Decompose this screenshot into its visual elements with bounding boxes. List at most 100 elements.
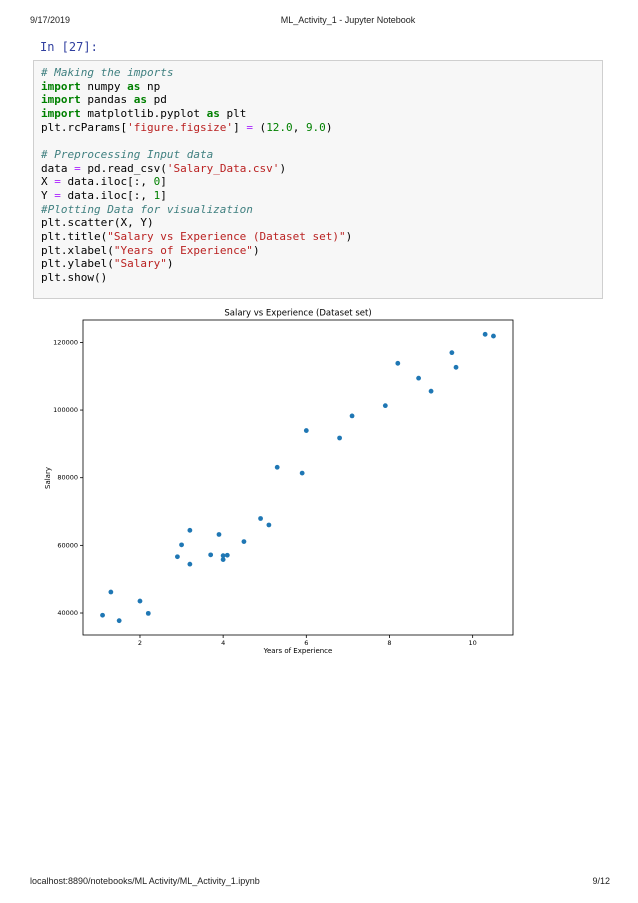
- x-tick-label: 2: [138, 639, 142, 647]
- y-axis-label: Salary: [44, 467, 52, 489]
- y-tick-label: 100000: [53, 406, 78, 414]
- code-token: plt.xlabel(: [41, 243, 114, 257]
- point: [382, 403, 388, 409]
- point: [299, 470, 305, 476]
- point: [220, 557, 226, 562]
- point: [187, 561, 193, 567]
- code-token: data.iloc[:,: [60, 188, 154, 202]
- point: [482, 331, 488, 337]
- point: [337, 435, 342, 441]
- code-token: as: [127, 79, 141, 93]
- code-token: pd.read_csv(: [80, 161, 167, 175]
- code-token: as: [206, 106, 220, 120]
- code-token: =: [54, 175, 61, 189]
- point: [145, 610, 151, 616]
- code-token: as: [133, 93, 147, 107]
- code: # Making the imports import numpy as np im…: [41, 66, 352, 285]
- code-token: ): [325, 120, 333, 134]
- point: [179, 542, 184, 548]
- point: [116, 618, 122, 624]
- point: [453, 364, 459, 370]
- x-tick-label: 8: [387, 639, 391, 647]
- page-number: 9/12: [592, 876, 610, 886]
- code-line: plt.scatter(X, Y): [41, 216, 352, 230]
- code-token: ,: [292, 120, 306, 134]
- code-token: # Preprocessing Input data: [41, 147, 214, 161]
- point: [395, 360, 401, 366]
- point: [108, 589, 114, 595]
- code-token: import: [41, 106, 81, 120]
- code-token: 12.0: [266, 120, 293, 134]
- code-line: plt.rcParams['figure.figsize'] = (12.0, …: [41, 121, 352, 135]
- code-token: 9.0: [305, 120, 326, 134]
- code-token: "Salary vs Experience (Dataset set)": [107, 229, 346, 243]
- code-line: Y = data.iloc[:, 1]: [41, 189, 352, 203]
- point: [349, 413, 355, 419]
- code-token: 0: [153, 175, 161, 189]
- code-token: 1: [153, 188, 161, 202]
- point: [428, 388, 434, 394]
- point: [416, 375, 421, 381]
- point: [449, 350, 455, 356]
- axes-frame: [82, 319, 514, 636]
- code-token: data.iloc[:,: [60, 175, 154, 189]
- code-token: 'figure.figsize': [127, 120, 234, 134]
- code-token: ): [279, 161, 287, 175]
- code-token: pd: [146, 93, 167, 107]
- code-token: #Plotting Data for visualization: [41, 202, 253, 216]
- code-line: plt.title("Salary vs Experience (Dataset…: [41, 230, 352, 244]
- code-line: import numpy as np: [41, 80, 352, 94]
- code-token: # Making the imports: [41, 66, 174, 79]
- point: [187, 527, 193, 533]
- y-tick-label: 40000: [57, 609, 78, 617]
- code-token: plt: [219, 106, 247, 120]
- code-token: =: [246, 120, 253, 134]
- point: [266, 522, 272, 528]
- print-title: ML_Activity_1 - Jupyter Notebook: [280, 15, 416, 25]
- code-token: np: [140, 79, 161, 93]
- code-token: ): [345, 229, 353, 243]
- code-line: plt.ylabel("Salary"): [41, 257, 352, 271]
- code-line: # Making the imports: [41, 66, 352, 80]
- code-token: matplotlib.pyplot: [80, 106, 207, 120]
- point: [224, 552, 230, 558]
- print-url: localhost:8890/notebooks/ML Activity/ML_…: [30, 876, 260, 886]
- point: [137, 598, 143, 604]
- code-token: plt.show(): [41, 270, 108, 284]
- code-token: import: [41, 79, 81, 93]
- point: [216, 532, 222, 537]
- code-token: plt.ylabel(: [41, 257, 114, 271]
- point: [274, 464, 280, 470]
- code-token: data: [41, 161, 75, 175]
- code-line: X = data.iloc[:, 0]: [41, 175, 352, 189]
- code-token: =: [74, 161, 81, 175]
- point: [491, 333, 496, 339]
- point: [175, 554, 180, 560]
- code-token: (: [252, 120, 267, 134]
- code-token: Y: [41, 188, 55, 202]
- code-token: numpy: [80, 79, 128, 93]
- point: [100, 612, 105, 618]
- cell-prompt: In [27]:: [40, 40, 98, 54]
- y-tick-label: 60000: [57, 541, 78, 549]
- code-token: ): [166, 257, 174, 271]
- code-token: ]: [160, 188, 167, 202]
- code-token: import: [41, 93, 81, 107]
- x-tick-label: 10: [469, 639, 477, 647]
- point: [258, 516, 263, 521]
- code-line: plt.xlabel("Years of Experience"): [41, 244, 352, 258]
- point: [241, 539, 247, 544]
- x-tick-label: 4: [221, 639, 225, 647]
- code-token: =: [54, 188, 61, 202]
- code-token: ): [252, 243, 260, 257]
- chart-title: Salary vs Experience (Dataset set): [224, 309, 371, 319]
- code-line: import matplotlib.pyplot as plt: [41, 107, 352, 121]
- x-tick-label: 6: [304, 639, 308, 647]
- code-token: pandas: [80, 93, 134, 107]
- code-cell[interactable]: # Making the imports import numpy as np im…: [33, 60, 603, 299]
- code-token: ]: [233, 120, 247, 134]
- code-token: plt.title(: [41, 229, 108, 243]
- code-token: "Years of Experience": [113, 243, 253, 257]
